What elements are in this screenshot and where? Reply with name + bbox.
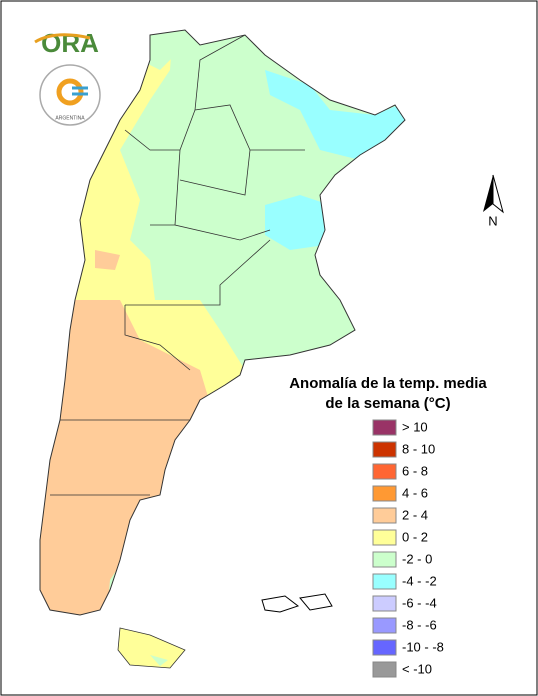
legend-swatch xyxy=(372,617,397,634)
legend-label: 2 - 4 xyxy=(402,507,428,522)
legend-label: 4 - 6 xyxy=(402,485,428,500)
logo: ORA ARGENTINA xyxy=(34,28,101,126)
legend-label: -4 - -2 xyxy=(402,573,437,588)
legend-label: -2 - 0 xyxy=(402,551,432,566)
legend-title: de la semana (°C) xyxy=(325,395,450,412)
legend-label: -6 - -4 xyxy=(402,595,437,610)
country-outline xyxy=(39,29,406,616)
legend-swatch xyxy=(372,441,397,458)
legend-label: < -10 xyxy=(402,661,432,676)
legend-swatch xyxy=(372,551,397,568)
legend-swatch xyxy=(372,595,397,612)
legend-swatch xyxy=(372,661,397,678)
compass-label: N xyxy=(488,213,497,228)
legend-swatch xyxy=(372,463,397,480)
legend-label: 8 - 10 xyxy=(402,441,435,456)
legend-label: > 10 xyxy=(402,419,428,434)
legend-swatch xyxy=(372,507,397,524)
logo-subtitle: ARGENTINA xyxy=(55,115,85,121)
legend-swatch xyxy=(372,529,397,546)
legend-label: 6 - 8 xyxy=(402,463,428,478)
legend-label: -8 - -6 xyxy=(402,617,437,632)
legend-swatch xyxy=(372,639,397,656)
legend-swatch xyxy=(372,419,397,436)
legend-swatch xyxy=(372,485,397,502)
malvinas xyxy=(261,593,333,613)
legend-label: 0 - 2 xyxy=(402,529,428,544)
legend-swatch xyxy=(372,573,397,590)
legend: Anomalía de la temp. media de la semana … xyxy=(289,375,487,678)
tierra-del-fuego xyxy=(117,627,186,669)
legend-label: -10 - -8 xyxy=(402,639,444,654)
tdf-patch xyxy=(150,655,168,666)
legend-title: Anomalía de la temp. media xyxy=(289,375,487,392)
logo-title: ORA xyxy=(41,28,99,58)
north-arrow: N xyxy=(483,174,504,228)
